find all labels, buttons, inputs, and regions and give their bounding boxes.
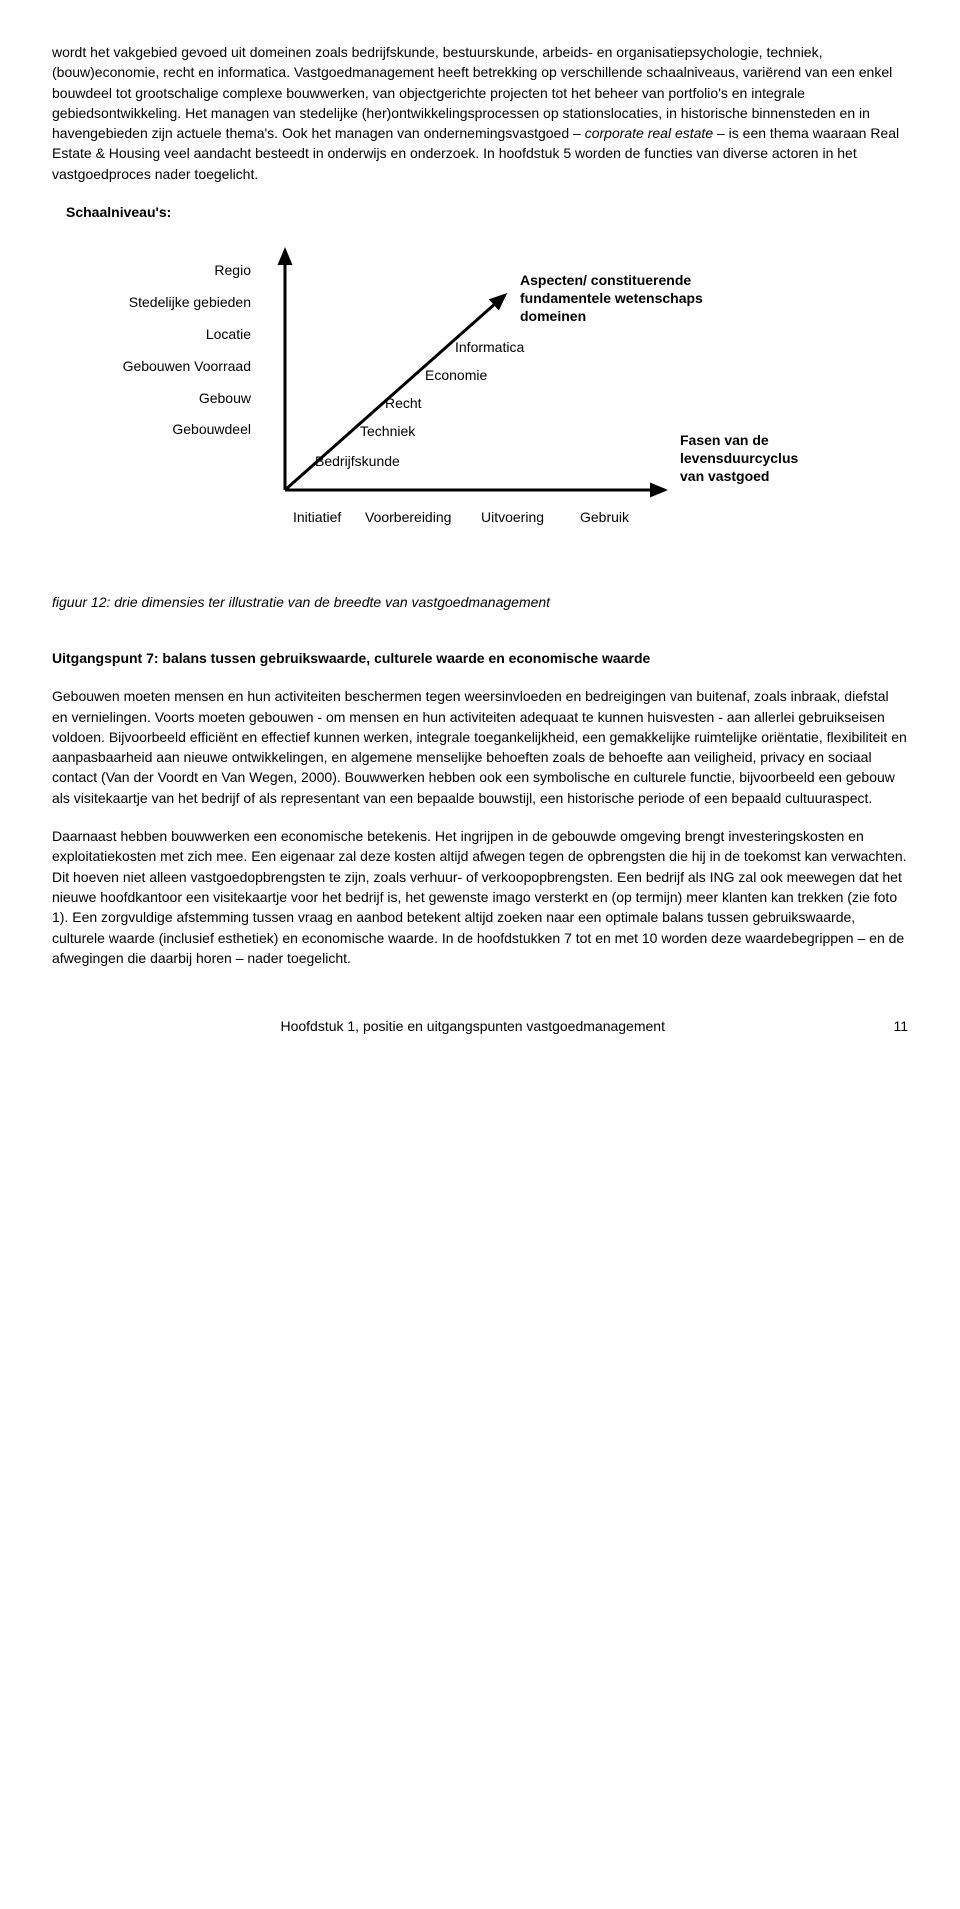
diagram-container: Schaalniveau's: Regio Stedelijke gebiede… xyxy=(66,202,908,556)
svg-text:fundamentele wetenschaps: fundamentele wetenschaps xyxy=(520,290,703,306)
y-label: Regio xyxy=(66,262,251,279)
svg-text:Bedrijfskunde: Bedrijfskunde xyxy=(315,453,400,469)
p1-italic: corporate real estate xyxy=(585,125,713,141)
svg-text:Uitvoering: Uitvoering xyxy=(481,509,544,525)
svg-text:Fasen van de: Fasen van de xyxy=(680,432,769,448)
y-label: Gebouw xyxy=(66,390,251,407)
y-label: Locatie xyxy=(66,326,251,343)
svg-text:Recht: Recht xyxy=(385,395,422,411)
paragraph-intro: wordt het vakgebied gevoed uit domeinen … xyxy=(52,42,908,184)
page-footer: Hoofdstuk 1, positie en uitgangspunten v… xyxy=(52,1016,908,1036)
y-label: Gebouwen Voorraad xyxy=(66,358,251,375)
diagram-svg: Aspecten/ constituerende fundamentele wet… xyxy=(265,240,825,555)
svg-text:levensduurcyclus: levensduurcyclus xyxy=(680,450,798,466)
paragraph-2: Gebouwen moeten mensen en hun activiteit… xyxy=(52,686,908,808)
y-axis-labels: Regio Stedelijke gebieden Locatie Gebouw… xyxy=(66,240,251,555)
footer-text: Hoofdstuk 1, positie en uitgangspunten v… xyxy=(280,1018,665,1034)
svg-text:domeinen: domeinen xyxy=(520,308,586,324)
diagram-title: Schaalniveau's: xyxy=(66,202,908,222)
section-heading: Uitgangspunt 7: balans tussen gebruikswa… xyxy=(52,648,908,668)
paragraph-3: Daarnaast hebben bouwwerken een economis… xyxy=(52,826,908,968)
y-label: Gebouwdeel xyxy=(66,421,251,438)
svg-text:Voorbereiding: Voorbereiding xyxy=(365,509,451,525)
svg-text:Aspecten/ constituerende: Aspecten/ constituerende xyxy=(520,272,691,288)
svg-text:van vastgoed: van vastgoed xyxy=(680,468,769,484)
svg-text:Economie: Economie xyxy=(425,367,487,383)
footer-page-number: 11 xyxy=(893,1016,908,1036)
svg-text:Initiatief: Initiatief xyxy=(293,509,341,525)
figure-caption: figuur 12: drie dimensies ter illustrati… xyxy=(52,592,908,612)
svg-text:Techniek: Techniek xyxy=(360,423,416,439)
y-label: Stedelijke gebieden xyxy=(66,294,251,311)
svg-text:Gebruik: Gebruik xyxy=(580,509,630,525)
svg-text:Informatica: Informatica xyxy=(455,339,524,355)
